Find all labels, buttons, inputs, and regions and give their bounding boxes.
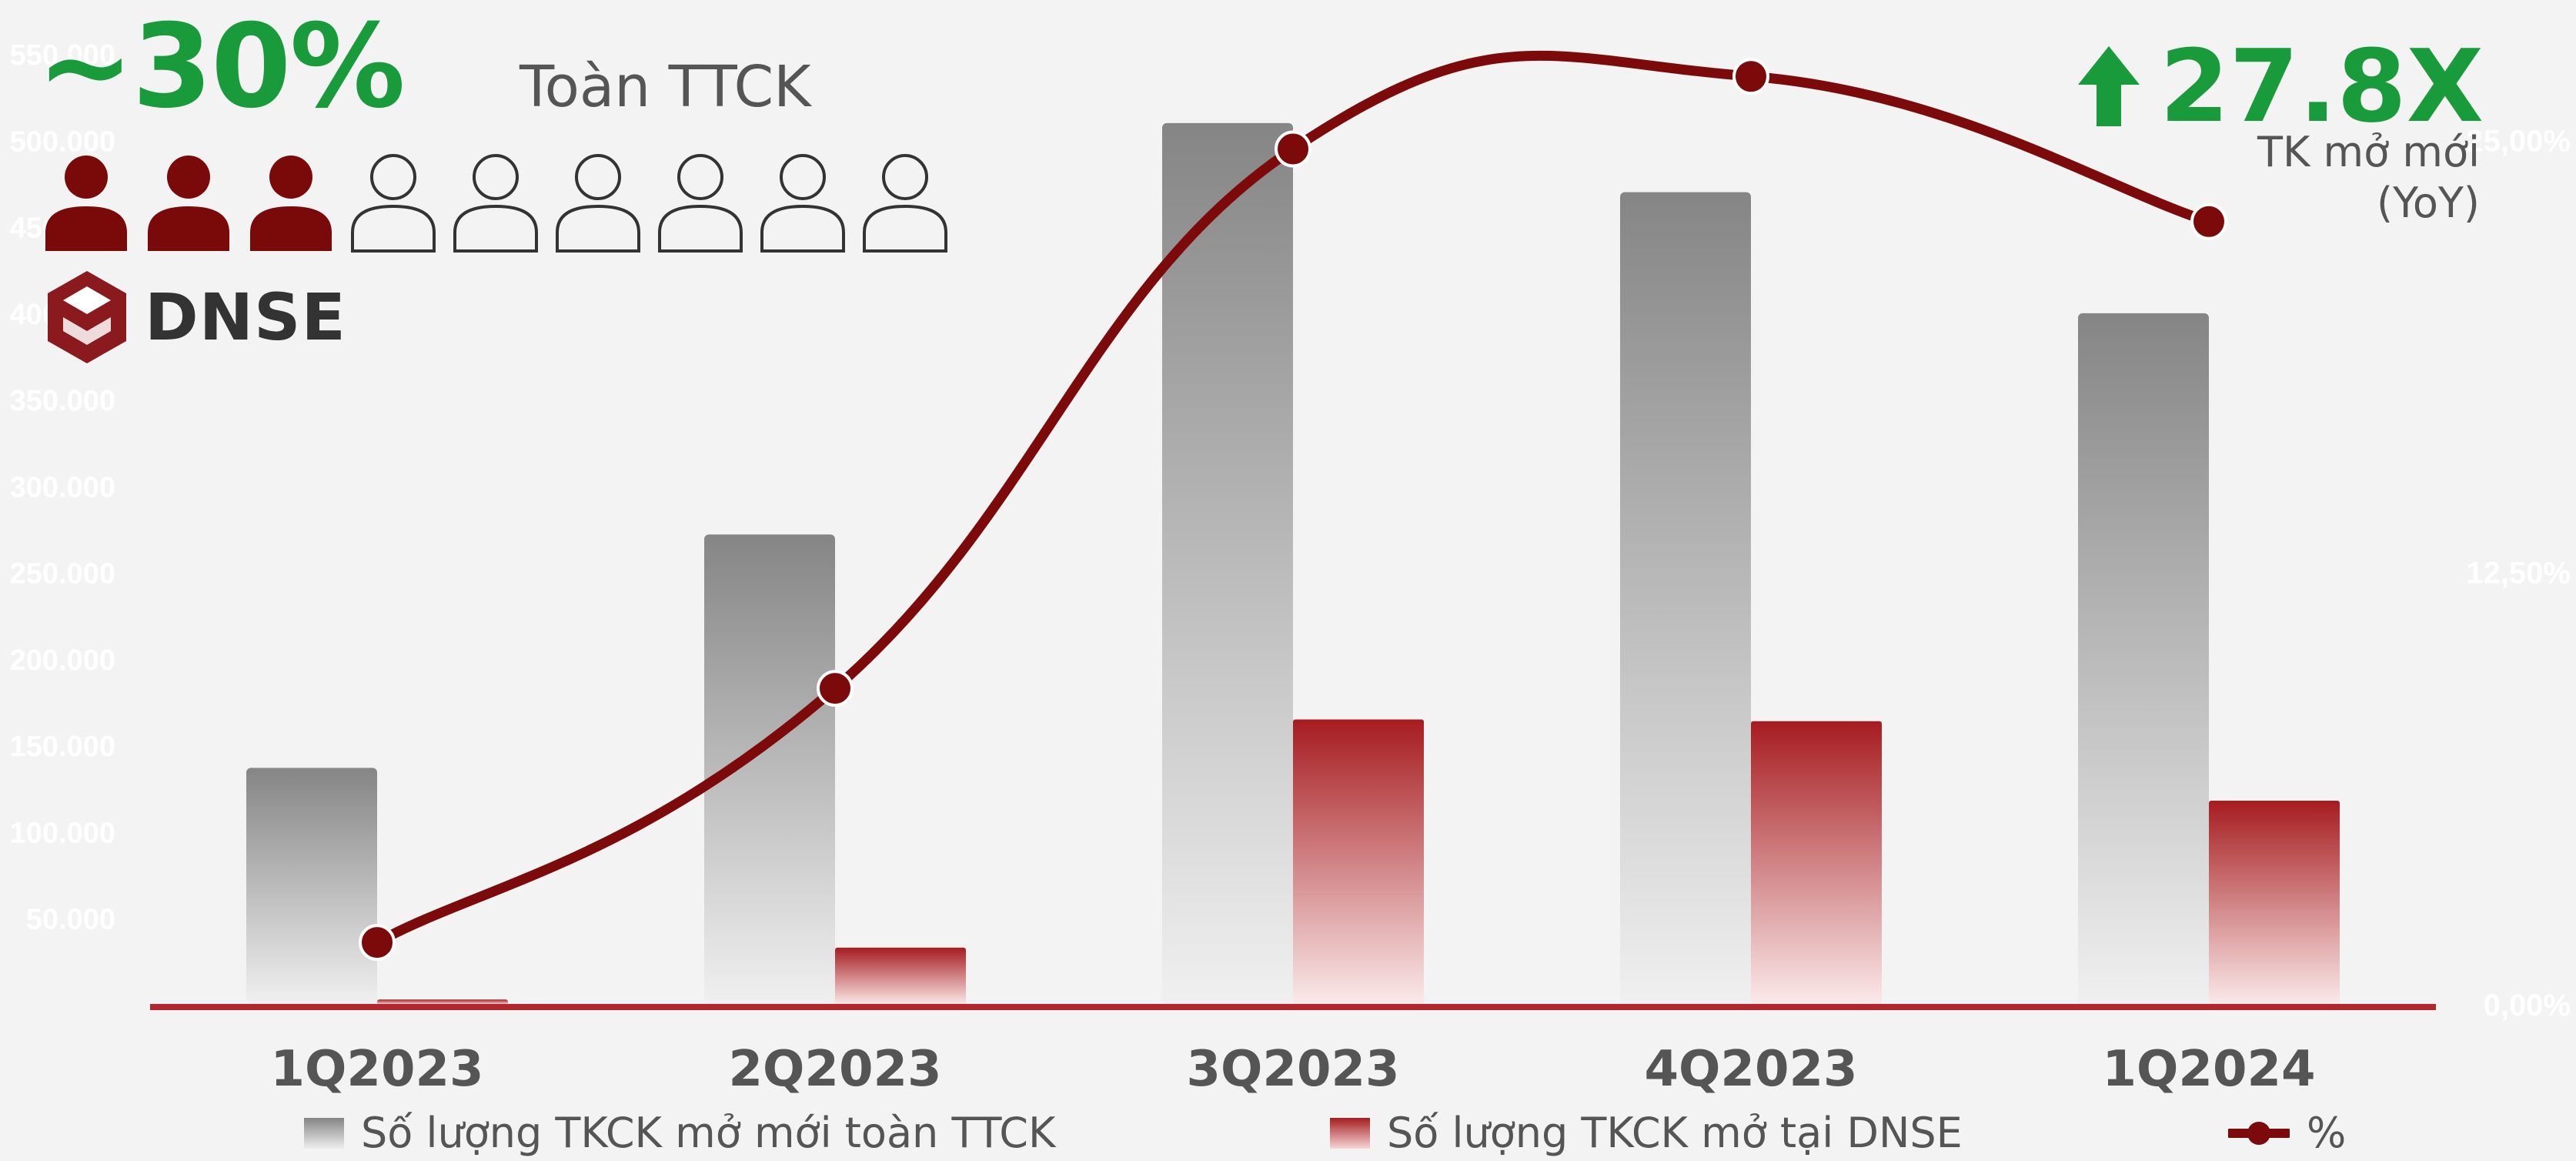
yoy-label: TK mở mới (YoY) (2257, 127, 2480, 229)
left-axis-tick-label: 100.000 (10, 817, 115, 849)
pct-series-line (372, 50, 2214, 948)
bar-market (246, 768, 377, 1005)
yoy-label-line1: TK mở mới (2257, 128, 2480, 176)
person-outline-icon (863, 154, 947, 253)
legend-item-dnse: Số lượng TKCK mở tại DNSE (1330, 1109, 1963, 1157)
x-axis-category-label: 4Q2023 (1644, 1041, 1857, 1098)
pct-series-point (359, 924, 396, 962)
legend-item-market: Số lượng TKCK mở mới toàn TTCK (304, 1109, 1055, 1157)
yoy-label-line2: (YoY) (2377, 179, 2480, 227)
people-icon-row (42, 152, 950, 253)
pct-series-point (1732, 58, 1769, 95)
legend-swatch-market (304, 1117, 344, 1149)
headline-share: ~30% (37, 0, 406, 134)
left-axis-tick-label: 300.000 (10, 471, 115, 504)
left-axis-tick-label: 550.000 (10, 39, 115, 72)
person-outline-icon (351, 154, 436, 253)
legend-label-market: Số lượng TKCK mở mới toàn TTCK (361, 1109, 1056, 1157)
person-outline-icon (760, 154, 845, 253)
bar-dnse (835, 947, 966, 1005)
legend-item-pct: % (2228, 1109, 2346, 1157)
legend-label-dnse: Số lượng TKCK mở tại DNSE (1387, 1109, 1963, 1157)
dnse-logo: DNSE (45, 269, 346, 365)
pct-series-point (817, 670, 854, 708)
x-axis-category-label: 3Q2023 (1186, 1041, 1399, 1098)
right-axis-tick-label: 25,00% (2466, 124, 2571, 158)
person-outline-icon (453, 154, 538, 253)
right-axis-tick-label: 12,50% (2466, 557, 2571, 591)
pct-series-point (2190, 202, 2227, 240)
bar-dnse (377, 999, 508, 1005)
dnse-logo-icon (48, 271, 126, 363)
bar-dnse (2209, 801, 2340, 1005)
bar-market (2078, 313, 2209, 1005)
bar-market (704, 534, 835, 1005)
bar-market (1162, 122, 1293, 1005)
person-filled-icon (148, 156, 229, 251)
person-outline-icon (556, 154, 640, 253)
legend-swatch-pct (2228, 1121, 2290, 1145)
left-axis-tick-label: 50.000 (26, 904, 115, 936)
left-axis-tick-label: 150.000 (10, 731, 115, 763)
x-axis-category-label: 2Q2023 (728, 1041, 941, 1098)
left-axis-tick-label: 500.000 (10, 125, 115, 158)
person-filled-icon (250, 156, 332, 251)
left-axis-tick-label: 200.000 (10, 644, 115, 677)
bar-market (1620, 192, 1751, 1005)
bar-dnse (1751, 721, 1882, 1005)
legend-swatch-dnse (1330, 1117, 1370, 1149)
bar-dnse (1293, 719, 1424, 1005)
x-axis-category-label: 1Q2024 (2102, 1041, 2315, 1098)
dnse-logo-text: DNSE (145, 279, 346, 355)
yoy-growth: 27.8X (2078, 28, 2484, 145)
right-axis-tick-label: 0,00% (2484, 989, 2571, 1022)
person-filled-icon (45, 156, 127, 251)
left-axis-tick-label: 350.000 (10, 385, 115, 417)
yoy-growth-value: 27.8X (2160, 28, 2484, 145)
person-outline-icon (658, 154, 743, 253)
chart-legend: Số lượng TKCK mở mới toàn TTCK Số lượng … (0, 1109, 2576, 1161)
up-arrow-icon (2078, 46, 2140, 126)
legend-label-pct: % (2307, 1109, 2347, 1157)
left-axis-tick-label: 250.000 (10, 558, 115, 591)
pct-series-point (1275, 130, 1311, 168)
market-label: Toàn TTCK (520, 54, 811, 120)
x-axis-category-label: 1Q2023 (270, 1041, 483, 1098)
